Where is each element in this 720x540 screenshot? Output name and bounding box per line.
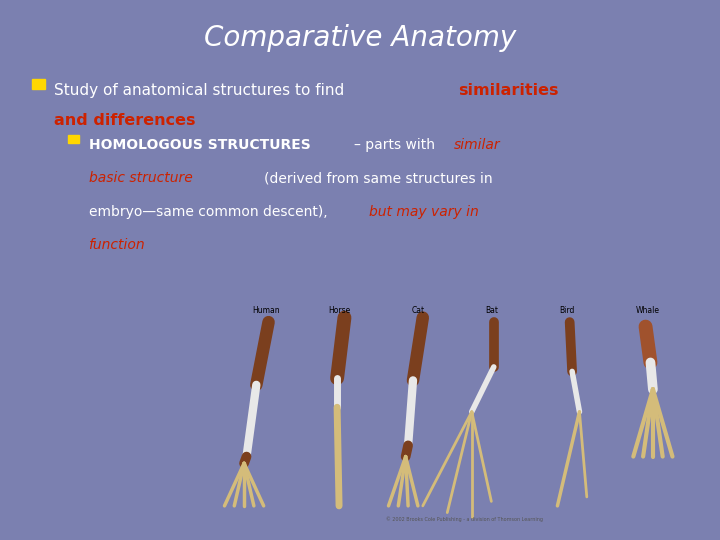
Text: but may vary in: but may vary in [369,205,479,219]
Text: function: function [89,238,145,252]
Text: © 2002 Brooks Cole Publishing - a division of Thomson Learning: © 2002 Brooks Cole Publishing - a divisi… [386,516,543,522]
Text: Comparative Anatomy: Comparative Anatomy [204,24,516,52]
Text: Whale: Whale [636,306,660,315]
Text: basic structure: basic structure [89,171,192,185]
Text: similar: similar [454,138,501,152]
Text: Bird: Bird [559,306,575,315]
Text: Cat: Cat [411,306,425,315]
Bar [32,79,45,89]
Text: (derived from same structures in: (derived from same structures in [264,171,493,185]
Text: embryo—same common descent),: embryo—same common descent), [89,205,331,219]
Bar [68,135,79,143]
Text: Horse: Horse [328,306,351,315]
Text: Bat: Bat [485,306,498,315]
Text: similarities: similarities [458,83,559,98]
Text: Human: Human [252,306,280,315]
Text: HOMOLOGOUS STRUCTURES: HOMOLOGOUS STRUCTURES [89,138,310,152]
Text: Study of anatomical structures to find: Study of anatomical structures to find [54,83,349,98]
Text: – parts with: – parts with [354,138,435,152]
Text: and differences: and differences [54,113,196,129]
